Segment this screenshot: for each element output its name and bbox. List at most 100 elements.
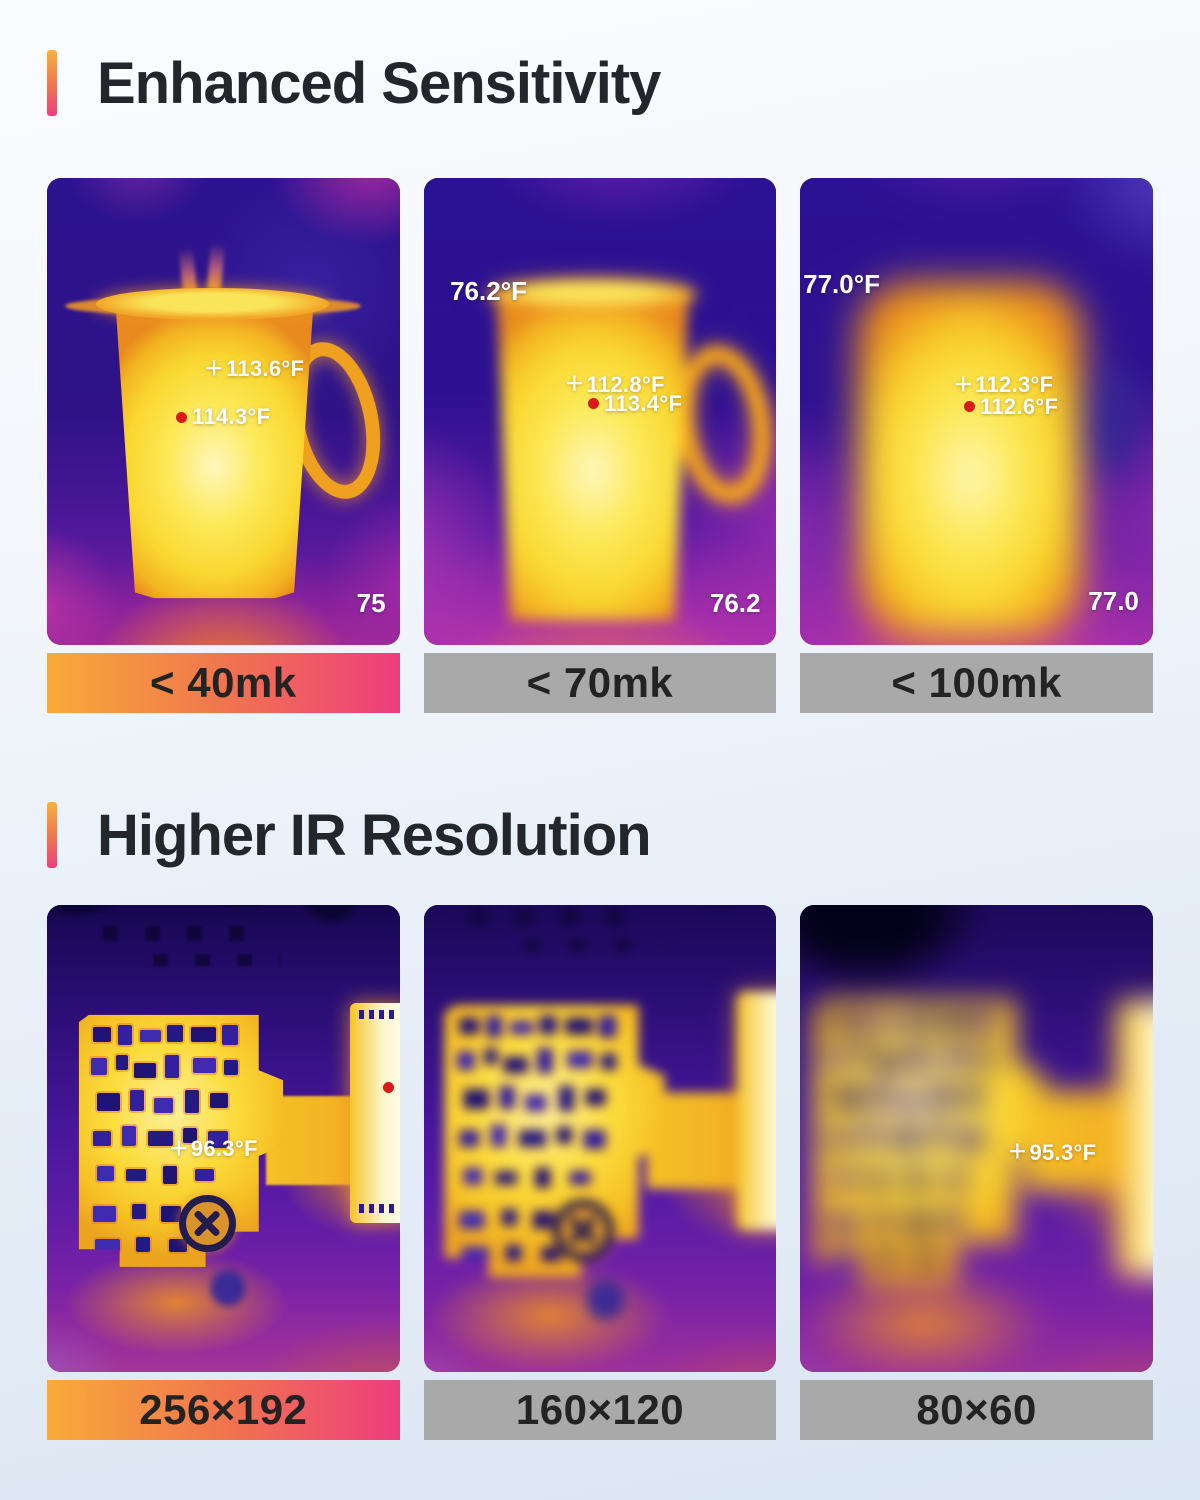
- spec-label-70mk: < 70mk: [423, 653, 777, 713]
- spot-center-reading: 114.3°F: [192, 404, 271, 430]
- section-title: Enhanced Sensitivity: [97, 50, 661, 116]
- pcb-component: [148, 1130, 173, 1146]
- pcb-component: [501, 1209, 517, 1226]
- pcb-component: [942, 1211, 962, 1229]
- ambient-temp-reading: 77.0°F: [803, 269, 881, 300]
- spot-annotation: + 96.3°F: [169, 1129, 258, 1165]
- pcb-component: [975, 1011, 994, 1034]
- pcb-component: [164, 1055, 179, 1078]
- pcb-component: [505, 1244, 522, 1261]
- crosshair-icon: +: [1008, 1133, 1027, 1169]
- pcb-component: [867, 1172, 891, 1187]
- pcb-component: [503, 1056, 528, 1073]
- thermal-image-mug-40mk: + 113.6°F 114.3°F 75: [47, 178, 400, 645]
- pcb-component: [154, 1097, 173, 1114]
- pcb-component: [858, 1011, 875, 1034]
- pcb-component: [93, 1206, 116, 1222]
- section-heading-sensitivity: Enhanced Sensitivity: [0, 48, 1200, 118]
- pcb-component: [494, 1170, 517, 1185]
- pcb-component: [510, 1021, 533, 1035]
- pcb-component: [97, 1092, 120, 1111]
- pcb-component: [913, 1011, 932, 1031]
- accent-bar-icon: [47, 50, 57, 116]
- spec-label-100mk: < 100mk: [800, 653, 1153, 713]
- hot-spot-dot-icon: [588, 398, 600, 410]
- pcb-component: [945, 1172, 966, 1187]
- pcb-component: [876, 1053, 902, 1071]
- pcb-component: [871, 1084, 889, 1108]
- pcb-component: [915, 1251, 937, 1266]
- thermal-image-mug-100mk: 77.0°F + 112.3°F 112.6°F 77.0: [800, 178, 1153, 645]
- pcb-component: [536, 1048, 553, 1073]
- pcb-component: [874, 1211, 891, 1229]
- resolution-column-160x120: 160×120: [423, 905, 777, 1440]
- crosshair-icon: +: [565, 365, 584, 400]
- pcb-component: [166, 1024, 184, 1043]
- pcb-component: [459, 1018, 480, 1035]
- pcb-component: [162, 1166, 177, 1184]
- pcb-component: [115, 1055, 128, 1071]
- pcb-component: [600, 1053, 617, 1071]
- pcb-component: [565, 1018, 592, 1035]
- mug-body: [862, 285, 1080, 632]
- spot-max-annotation: + 112.3°F: [954, 365, 1053, 401]
- pcb-component: [830, 1214, 856, 1232]
- pcb-component: [183, 1128, 198, 1144]
- spot-max-reading: 113.6°F: [226, 356, 305, 382]
- pcb-component: [168, 1239, 188, 1252]
- pcb-component: [136, 1236, 151, 1252]
- resolution-column-256x192: + 96.3°F 256×192: [47, 905, 400, 1440]
- sensitivity-column-100mk: 77.0°F + 112.3°F 112.6°F 77.0 < 100mk: [800, 178, 1153, 713]
- hot-spot-dot-icon: [964, 401, 976, 413]
- spot-max-annotation: + 113.6°F: [205, 352, 305, 385]
- mug-body: [496, 289, 689, 621]
- pcb-component: [490, 1124, 506, 1147]
- spot-center-annotation: 114.3°F: [171, 404, 270, 430]
- screw-shadow: [580, 1274, 629, 1326]
- thermal-image-pcb-160x120: [423, 905, 777, 1372]
- pcb-component: [830, 1129, 852, 1147]
- pcb-component: [835, 1087, 861, 1108]
- pcb-component: [567, 1051, 592, 1068]
- pcb-component: [93, 1027, 112, 1043]
- pcb-component: [582, 1130, 606, 1150]
- pcb-component: [133, 1062, 157, 1078]
- pcb-component: [140, 1029, 161, 1043]
- pcb-component: [598, 1015, 617, 1038]
- pcb-component: [97, 1166, 114, 1182]
- pcb-component: [833, 1251, 861, 1266]
- pcb-component: [91, 1057, 108, 1076]
- pcb-component: [906, 1214, 930, 1232]
- pcb-right-section: [1118, 1002, 1153, 1275]
- thermal-image-pcb-80x60: + 95.3°F: [800, 905, 1153, 1372]
- pcb-component: [940, 1013, 969, 1031]
- pcb-component: [463, 1089, 489, 1109]
- pcb-board: [78, 1014, 284, 1267]
- pcb-component: [463, 1168, 482, 1185]
- pcb-component: [538, 1015, 557, 1035]
- pcb-component: [129, 1090, 145, 1111]
- pcb-right-section: [737, 992, 777, 1230]
- pcb-board: [814, 999, 1044, 1283]
- pcb-component: [569, 1170, 590, 1185]
- pcb-component: [185, 1090, 200, 1114]
- crosshair-icon: +: [954, 365, 973, 401]
- pcb-component: [534, 1168, 550, 1188]
- pcb-component: [541, 1247, 561, 1261]
- screw-head: [552, 1199, 614, 1261]
- crosshair-icon: +: [169, 1129, 188, 1165]
- pcb-component: [892, 1129, 921, 1147]
- spot-center-reading: 113.4°F: [604, 390, 683, 416]
- section-title: Higher IR Resolution: [97, 802, 652, 868]
- pcb-component: [961, 1087, 982, 1105]
- pcb-component: [193, 1057, 216, 1073]
- pcb-component: [131, 1203, 147, 1219]
- pcb-component: [585, 1089, 606, 1106]
- pcb-component: [977, 1050, 994, 1068]
- pcb-right-section: [350, 1003, 400, 1223]
- pcb-component: [828, 1047, 847, 1068]
- spot-annotation: + 95.3°F: [1008, 1133, 1096, 1169]
- spec-label-256x192: 256×192: [47, 1380, 400, 1440]
- screw-shadow: [205, 1264, 250, 1312]
- pcb-component: [93, 1130, 112, 1146]
